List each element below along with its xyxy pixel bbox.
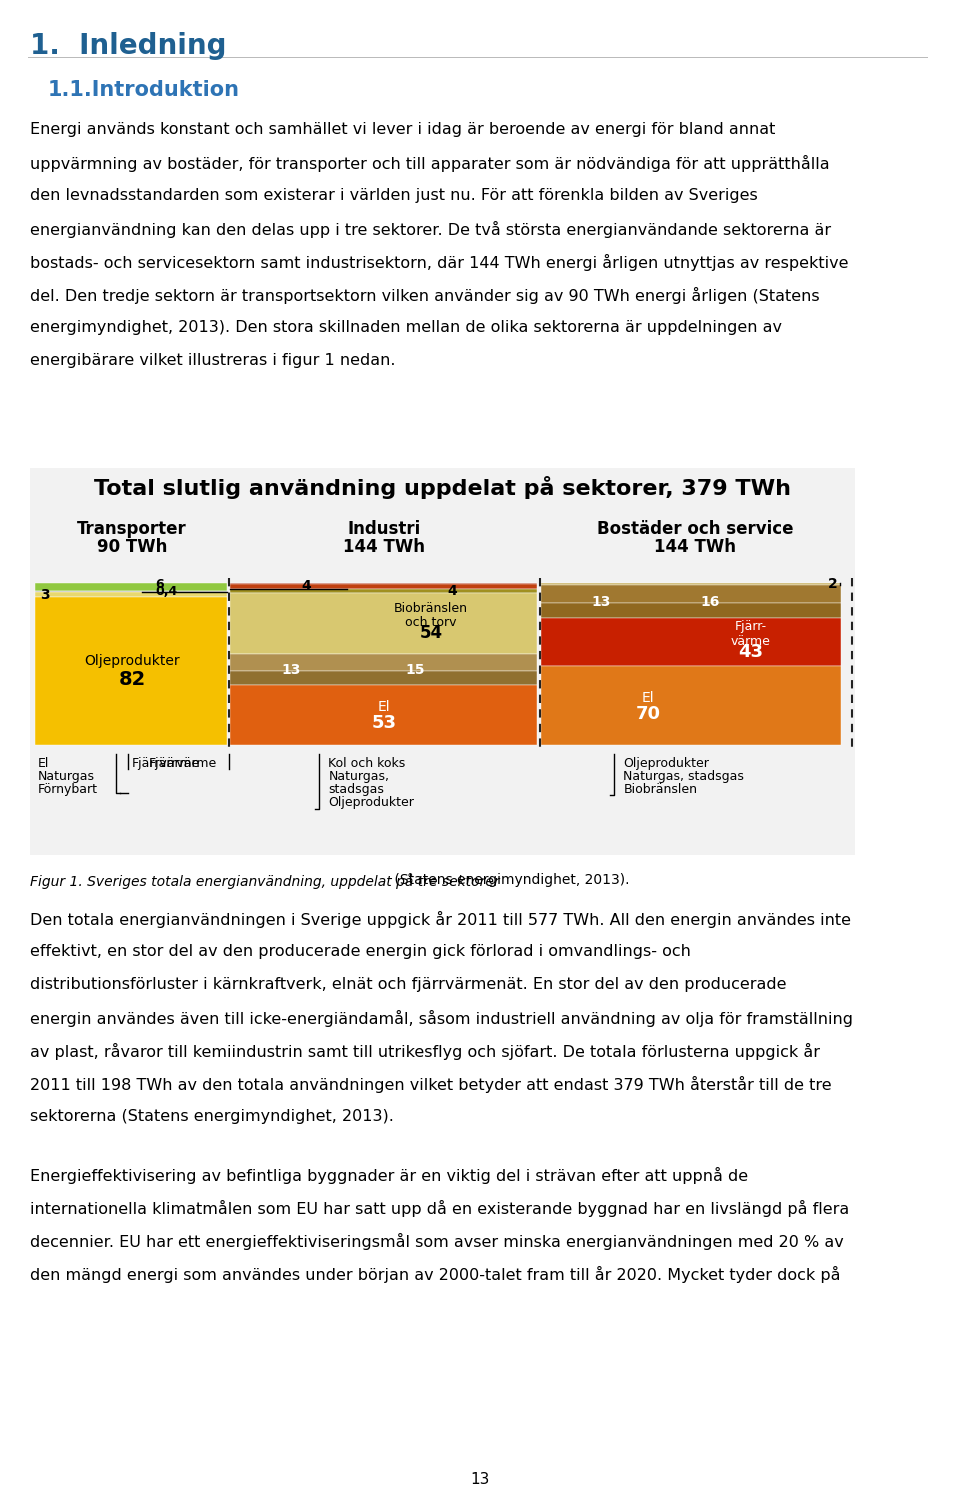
Text: 13: 13 bbox=[470, 1472, 490, 1487]
Text: effektivt, en stor del av den producerade energin gick förlorad i omvandlings- o: effektivt, en stor del av den producerad… bbox=[30, 945, 691, 960]
Text: Fjärr-
värme: Fjärr- värme bbox=[731, 620, 771, 648]
Text: 82: 82 bbox=[118, 669, 146, 689]
Text: 4: 4 bbox=[301, 579, 312, 593]
Bar bbox=[540, 666, 841, 746]
Text: Fjärrvärme: Fjärrvärme bbox=[132, 757, 201, 769]
Text: bostads- och servicesektorn samt industrisektorn, där 144 TWh energi årligen utn: bostads- och servicesektorn samt industr… bbox=[30, 254, 849, 271]
Text: 70: 70 bbox=[636, 705, 660, 723]
Bar bbox=[35, 591, 228, 597]
Text: 3: 3 bbox=[40, 588, 50, 602]
Text: del. Den tredje sektorn är transportsektorn vilken använder sig av 90 TWh energi: del. Den tredje sektorn är transportsekt… bbox=[30, 287, 820, 304]
Text: 1.1.Introduktion: 1.1.Introduktion bbox=[48, 79, 240, 100]
Text: distributionsförluster i kärnkraftverk, elnät och fjärrvärmenät. En stor del av : distributionsförluster i kärnkraftverk, … bbox=[30, 978, 786, 993]
Text: sektorerna (Statens energimyndighet, 2013).: sektorerna (Statens energimyndighet, 201… bbox=[30, 1109, 394, 1124]
Text: 0,4: 0,4 bbox=[156, 585, 178, 599]
Text: den mängd energi som användes under början av 2000-talet fram till år 2020. Myck: den mängd energi som användes under börj… bbox=[30, 1266, 841, 1283]
Bar bbox=[230, 654, 537, 671]
Text: 144 TWh: 144 TWh bbox=[344, 537, 425, 555]
Text: Biobränslen
och torv: Biobränslen och torv bbox=[394, 602, 468, 630]
Text: 2: 2 bbox=[828, 578, 838, 591]
Text: Förnybart: Förnybart bbox=[38, 783, 98, 796]
Bar bbox=[540, 582, 841, 585]
Bar bbox=[30, 469, 855, 855]
Text: Fjärrvärme: Fjärrvärme bbox=[149, 757, 217, 769]
Bar bbox=[540, 603, 841, 618]
Text: Den totala energianvändningen i Sverige uppgick år 2011 till 577 TWh. All den en: Den totala energianvändningen i Sverige … bbox=[30, 912, 851, 928]
Text: El: El bbox=[378, 701, 391, 714]
Text: uppvärmning av bostäder, för transporter och till apparater som är nödvändiga fö: uppvärmning av bostäder, för transporter… bbox=[30, 156, 829, 172]
Text: energibärare vilket illustreras i figur 1 nedan.: energibärare vilket illustreras i figur … bbox=[30, 353, 396, 368]
Text: El: El bbox=[642, 690, 655, 705]
Text: 15: 15 bbox=[405, 663, 425, 677]
Text: Transporter: Transporter bbox=[77, 519, 187, 537]
Bar bbox=[35, 597, 228, 746]
Bar bbox=[540, 618, 841, 666]
Text: 1.  Inledning: 1. Inledning bbox=[30, 31, 227, 60]
Bar bbox=[540, 585, 841, 603]
Text: Oljeprodukter: Oljeprodukter bbox=[328, 796, 415, 808]
Text: Total slutlig användning uppdelat på sektorer, 379 TWh: Total slutlig användning uppdelat på sek… bbox=[94, 476, 791, 499]
Text: 6: 6 bbox=[156, 578, 164, 591]
Text: internationella klimatmålen som EU har satt upp då en existerande byggnad har en: internationella klimatmålen som EU har s… bbox=[30, 1201, 850, 1217]
Text: El: El bbox=[38, 757, 49, 769]
Text: 144 TWh: 144 TWh bbox=[654, 537, 735, 555]
Text: Figur 1. Sveriges totala energianvändning, uppdelat på tre sektorer: Figur 1. Sveriges totala energianvändnin… bbox=[30, 873, 499, 889]
Text: Industri: Industri bbox=[348, 519, 420, 537]
Bar bbox=[230, 584, 537, 588]
Text: 90 TWh: 90 TWh bbox=[97, 537, 167, 555]
Text: Energi används konstant och samhället vi lever i idag är beroende av energi för : Energi används konstant och samhället vi… bbox=[30, 121, 776, 138]
Text: 2011 till 198 TWh av den totala användningen vilket betyder att endast 379 TWh å: 2011 till 198 TWh av den totala användni… bbox=[30, 1076, 831, 1093]
Text: energimyndighet, 2013). Den stora skillnaden mellan de olika sektorerna är uppde: energimyndighet, 2013). Den stora skilln… bbox=[30, 320, 782, 335]
Bar bbox=[35, 582, 228, 591]
Text: Naturgas,: Naturgas, bbox=[328, 769, 390, 783]
Text: 53: 53 bbox=[372, 714, 396, 732]
Text: 43: 43 bbox=[738, 644, 763, 662]
Text: Naturgas, stadsgas: Naturgas, stadsgas bbox=[623, 769, 744, 783]
Text: Biobränslen: Biobränslen bbox=[623, 783, 697, 796]
Text: energianvändning kan den delas upp i tre sektorer. De två största energianvändan: energianvändning kan den delas upp i tre… bbox=[30, 222, 831, 238]
Text: Oljeprodukter: Oljeprodukter bbox=[84, 654, 180, 668]
Text: 4: 4 bbox=[447, 584, 458, 597]
Text: 16: 16 bbox=[701, 594, 720, 609]
Text: (Statens energimyndighet, 2013).: (Statens energimyndighet, 2013). bbox=[390, 873, 630, 888]
Bar bbox=[230, 588, 537, 593]
Text: Energieffektivisering av befintliga byggnader är en viktig del i strävan efter a: Energieffektivisering av befintliga bygg… bbox=[30, 1168, 748, 1184]
Text: 13: 13 bbox=[281, 663, 300, 677]
Bar bbox=[230, 686, 537, 746]
Text: Bostäder och service: Bostäder och service bbox=[596, 519, 793, 537]
Text: av plast, råvaror till kemiindustrin samt till utrikesflyg och sjöfart. De total: av plast, råvaror till kemiindustrin sam… bbox=[30, 1043, 820, 1060]
Text: energin användes även till icke-energiändamål, såsom industriell användning av o: energin användes även till icke-energiän… bbox=[30, 1010, 853, 1027]
Text: den levnadsstandarden som existerar i världen just nu. För att förenkla bilden a: den levnadsstandarden som existerar i vä… bbox=[30, 189, 757, 204]
Text: 13: 13 bbox=[592, 594, 612, 609]
Text: stadsgas: stadsgas bbox=[328, 783, 384, 796]
Text: Kol och koks: Kol och koks bbox=[328, 757, 406, 769]
Bar bbox=[230, 671, 537, 686]
Bar bbox=[230, 593, 537, 654]
Text: decennier. EU har ett energieffektiviseringsmål som avser minska energianvändnin: decennier. EU har ett energieffektiviser… bbox=[30, 1234, 844, 1250]
Text: Naturgas: Naturgas bbox=[38, 769, 95, 783]
Text: 54: 54 bbox=[420, 624, 443, 642]
Text: Oljeprodukter: Oljeprodukter bbox=[623, 757, 709, 769]
